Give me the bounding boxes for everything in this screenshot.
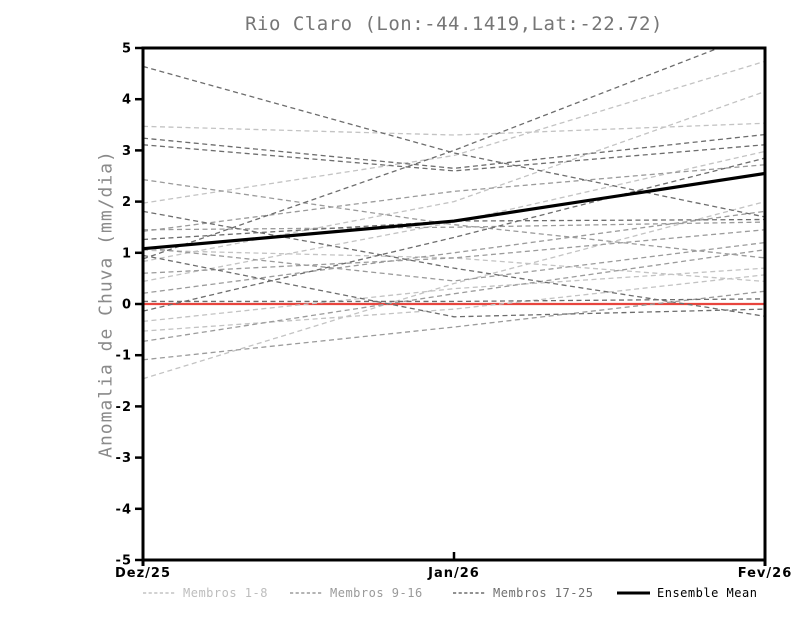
chart-title: Rio Claro (Lon:-44.1419,Lat:-22.72) <box>245 13 663 35</box>
ensemble-member-line <box>143 298 765 303</box>
ensemble-member-line <box>143 144 765 172</box>
ensemble-member-line <box>143 229 765 274</box>
legend-item: Membros 1-8 <box>143 583 268 603</box>
ensemble-member-line <box>143 221 765 231</box>
y-tick-label: -4 <box>116 502 132 517</box>
ensemble-member-line <box>143 164 765 232</box>
y-tick-label: -2 <box>116 400 132 415</box>
ensemble-member-line <box>143 157 765 312</box>
legend-label: Ensemble Mean <box>657 586 758 600</box>
legend-label: Membros 9-16 <box>330 586 423 600</box>
ensemble-member-line <box>143 267 765 323</box>
ensemble-member-line <box>143 150 765 283</box>
plot-lines-group <box>143 48 765 380</box>
legend-item: Membros 9-16 <box>290 583 423 603</box>
x-tick-label: Dez/25 <box>115 566 171 581</box>
ensemble-member-line <box>143 290 765 361</box>
ensemble-member-line <box>143 60 765 204</box>
y-tick-label: -3 <box>116 451 132 466</box>
ensemble-member-line <box>143 122 765 136</box>
legend-item: Membros 17-25 <box>453 583 593 603</box>
legend-label: Membros 17-25 <box>493 586 594 600</box>
legend-dashed-line-icon <box>453 592 486 594</box>
legend-item: Ensemble Mean <box>617 583 757 603</box>
ensemble-member-line <box>143 210 765 294</box>
legend-solid-line-icon <box>617 591 650 595</box>
y-tick-label: 2 <box>122 195 132 210</box>
ensemble-member-line <box>143 210 765 317</box>
ensemble-member-line <box>143 218 765 241</box>
y-tick-label: 1 <box>122 246 132 261</box>
ensemble-member-line <box>143 90 765 263</box>
legend-dashed-line-icon <box>290 592 323 594</box>
y-tick-label: 5 <box>122 42 132 57</box>
y-tick-label: 0 <box>122 298 132 313</box>
ensemble-member-line <box>143 178 765 259</box>
ensemble-member-line <box>143 241 765 282</box>
ensemble-mean-line <box>143 171 765 251</box>
legend-label: Membros 1-8 <box>183 586 268 600</box>
ensemble-member-line <box>143 249 765 283</box>
x-tick-label: Jan/26 <box>427 566 480 581</box>
ensemble-member-line <box>143 200 765 380</box>
ensemble-member-line <box>143 254 765 318</box>
ensemble-member-line <box>143 133 765 169</box>
ensemble-member-line <box>143 65 765 218</box>
y-tick-label: 3 <box>122 144 132 159</box>
legend-dashed-line-icon <box>143 592 176 594</box>
ensemble-member-line <box>143 274 765 332</box>
x-tick-label: Fev/26 <box>738 566 792 581</box>
ensemble-member-line <box>143 249 765 343</box>
chart-legend: Membros 1-8 Membros 9-16 Membros 17-25 Ense… <box>0 583 800 603</box>
y-tick-label: 4 <box>122 93 132 108</box>
y-tick-label: -1 <box>116 349 132 364</box>
y-tick-label: -5 <box>116 554 132 569</box>
